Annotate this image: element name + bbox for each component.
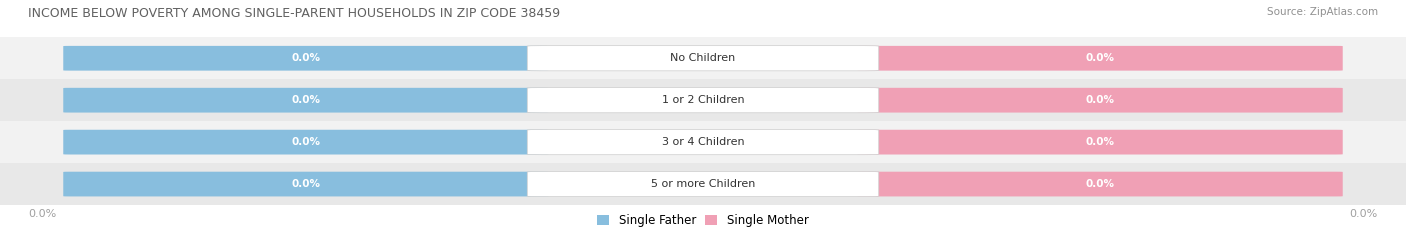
FancyBboxPatch shape — [63, 172, 548, 196]
Text: 0.0%: 0.0% — [1350, 209, 1378, 219]
FancyBboxPatch shape — [527, 130, 879, 155]
Text: 0.0%: 0.0% — [291, 179, 321, 189]
FancyBboxPatch shape — [858, 46, 1343, 71]
Text: No Children: No Children — [671, 53, 735, 63]
Text: 0.0%: 0.0% — [291, 53, 321, 63]
Text: 0.0%: 0.0% — [28, 209, 56, 219]
Text: INCOME BELOW POVERTY AMONG SINGLE-PARENT HOUSEHOLDS IN ZIP CODE 38459: INCOME BELOW POVERTY AMONG SINGLE-PARENT… — [28, 7, 560, 20]
FancyBboxPatch shape — [858, 172, 1343, 196]
Text: 0.0%: 0.0% — [1085, 95, 1115, 105]
FancyBboxPatch shape — [63, 46, 548, 71]
FancyBboxPatch shape — [63, 130, 548, 154]
Text: 0.0%: 0.0% — [291, 137, 321, 147]
Text: 0.0%: 0.0% — [291, 95, 321, 105]
Text: Source: ZipAtlas.com: Source: ZipAtlas.com — [1267, 7, 1378, 17]
Bar — [0, 121, 1406, 163]
Bar — [0, 79, 1406, 121]
Text: 0.0%: 0.0% — [1085, 137, 1115, 147]
FancyBboxPatch shape — [858, 130, 1343, 154]
FancyBboxPatch shape — [63, 88, 548, 113]
Text: 0.0%: 0.0% — [1085, 53, 1115, 63]
Bar — [0, 37, 1406, 79]
FancyBboxPatch shape — [527, 46, 879, 71]
Legend: Single Father, Single Mother: Single Father, Single Mother — [598, 214, 808, 227]
Text: 1 or 2 Children: 1 or 2 Children — [662, 95, 744, 105]
Bar — [0, 163, 1406, 205]
Text: 3 or 4 Children: 3 or 4 Children — [662, 137, 744, 147]
FancyBboxPatch shape — [858, 88, 1343, 113]
FancyBboxPatch shape — [527, 88, 879, 113]
FancyBboxPatch shape — [527, 171, 879, 197]
Text: 0.0%: 0.0% — [1085, 179, 1115, 189]
Text: 5 or more Children: 5 or more Children — [651, 179, 755, 189]
